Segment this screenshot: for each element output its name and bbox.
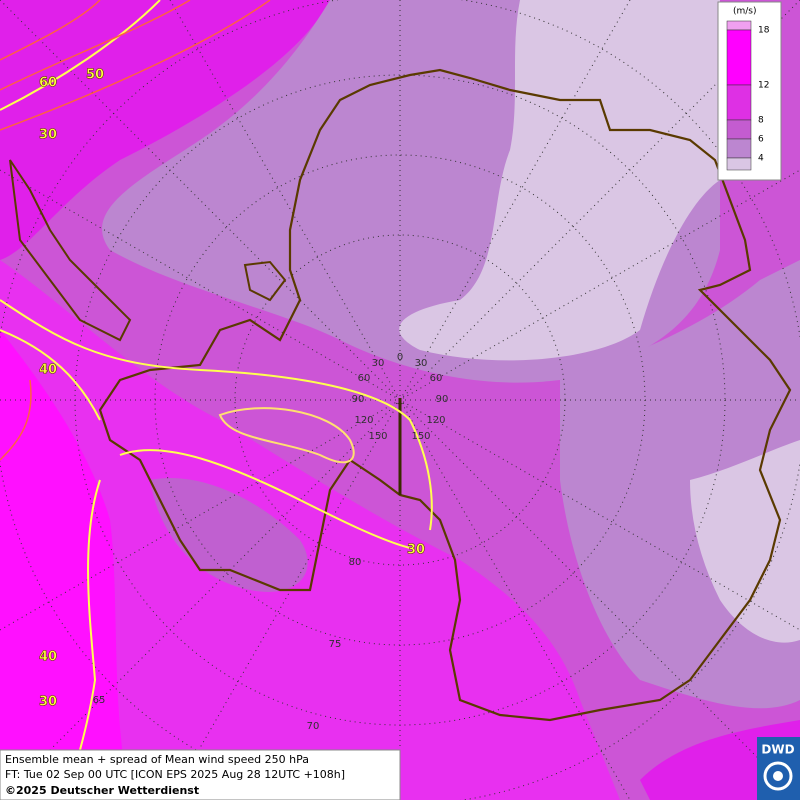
logo-text: DWD (761, 743, 794, 757)
legend-swatch (726, 157, 752, 171)
contour-label: 50 (86, 68, 104, 83)
logo-icon (773, 771, 783, 781)
grid-label: 60 (358, 373, 371, 384)
legend-swatch (726, 29, 752, 86)
legend-unit: (m/s) (733, 7, 757, 17)
grid-label: 150 (411, 431, 430, 442)
contour-label: 30 (39, 695, 57, 710)
field-strong (0, 260, 620, 800)
footer-time: FT: Tue 02 Sep 00 UTC [ICON EPS 2025 Aug… (5, 768, 345, 781)
logo-icon (763, 761, 793, 791)
legend-tick: 18 (758, 26, 770, 36)
contour-label: 40 (39, 363, 57, 378)
field-weak (690, 440, 800, 643)
field-base (150, 478, 308, 592)
footer-box (0, 749, 401, 800)
contour-label: 40 (39, 650, 57, 665)
legend-swatch (726, 138, 752, 159)
grid-label: 75 (329, 639, 342, 650)
contours (0, 0, 433, 751)
grid-label: 90 (352, 394, 365, 405)
coastline (9, 159, 287, 342)
legend-swatch (726, 84, 752, 121)
legend: (m/s) 18 12 8 6 4 (717, 1, 782, 181)
grid-label: 0 (397, 352, 403, 363)
grid-label: 30 (415, 358, 428, 369)
contour-label: 60 (39, 76, 57, 91)
legend-tick: 6 (758, 135, 764, 145)
footer-copyright: ©2025 Deutscher Wetterdienst (5, 784, 199, 797)
grid-label: 65 (93, 695, 106, 706)
grid-label: 120 (426, 415, 445, 426)
grid-label: 120 (354, 415, 373, 426)
legend-tick: 4 (758, 154, 764, 164)
contour-label: 30 (407, 543, 425, 558)
grid-label: 70 (307, 721, 320, 732)
contours-strong (0, 0, 271, 461)
field-max (0, 330, 130, 800)
legend-tick: 8 (758, 116, 764, 126)
grid-label: 60 (430, 373, 443, 384)
grid-label: 150 (368, 431, 387, 442)
field-weak (399, 0, 720, 361)
contour-label: 30 (39, 128, 57, 143)
grid-label: 90 (436, 394, 449, 405)
legend-swatch (726, 119, 752, 140)
legend-tick: 12 (758, 81, 769, 91)
field-strong (0, 0, 330, 260)
footer-title: Ensemble mean + spread of Mean wind spee… (5, 753, 309, 766)
coastline (98, 68, 792, 722)
grid-label: 80 (349, 557, 362, 568)
grid-label: 30 (372, 358, 385, 369)
legend-swatch (726, 20, 752, 31)
